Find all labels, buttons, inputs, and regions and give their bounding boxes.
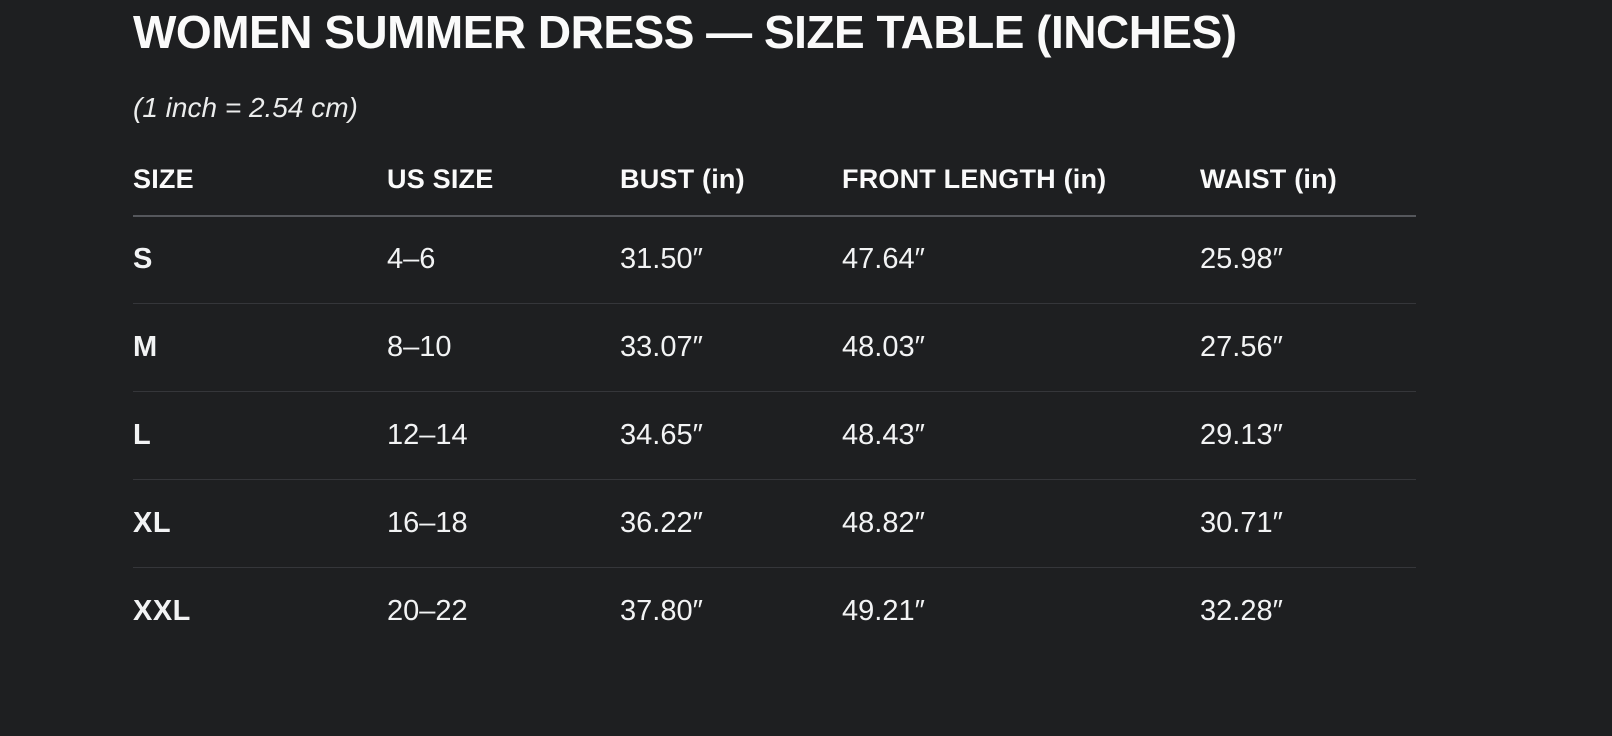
cell-bust: 37.80″ bbox=[620, 595, 703, 628]
cell-bust: 31.50″ bbox=[620, 215, 842, 305]
table-row: S 4–6 31.50″ 47.64″ 25.98″ bbox=[133, 215, 1416, 305]
cell-front-length: 48.82″ bbox=[842, 479, 1200, 569]
cell-us-size: 12–14 bbox=[387, 391, 620, 481]
col-header-front-length: FRONT LENGTH (in) bbox=[842, 149, 1200, 217]
table-row: M 8–10 33.07″ 48.03″ 27.56″ bbox=[133, 303, 1416, 393]
cell-front-length: 48.03″ bbox=[842, 303, 1200, 393]
cell-us-size: 4–6 bbox=[387, 215, 620, 305]
table-row: XL 16–18 36.22″ 48.82″ 30.71″ bbox=[133, 479, 1416, 569]
size-table: SIZE US SIZE BUST (in) FRONT LENGTH (in)… bbox=[133, 149, 1416, 656]
conversion-note: (1 inch = 2.54 cm) bbox=[133, 91, 358, 123]
size-table-body: S 4–6 31.50″ 47.64″ 25.98″ M 8–10 33.07″… bbox=[133, 215, 1416, 656]
cell-bust: 36.22″ bbox=[620, 479, 842, 569]
col-header-us-size: US SIZE bbox=[387, 149, 620, 217]
cell-size: L bbox=[133, 391, 387, 481]
cell-front-length: 48.43″ bbox=[842, 391, 1200, 481]
cell-size: M bbox=[133, 303, 387, 393]
col-header-waist: WAIST (in) bbox=[1200, 149, 1416, 217]
cell-us-size: 20–22 bbox=[387, 595, 468, 628]
size-chart-page: WOMEN SUMMER DRESS — SIZE TABLE (INCHES)… bbox=[133, 6, 1416, 656]
header-row: SIZE US SIZE BUST (in) FRONT LENGTH (in)… bbox=[133, 149, 1416, 217]
table-row: L 12–14 34.65″ 48.43″ 29.13″ bbox=[133, 391, 1416, 481]
cell-waist: 29.13″ bbox=[1200, 391, 1416, 481]
cell-size: XL bbox=[133, 479, 387, 569]
col-header-bust: BUST (in) bbox=[620, 149, 842, 217]
cell-size: S bbox=[133, 215, 387, 305]
cell-waist: 30.71″ bbox=[1200, 479, 1416, 569]
size-table-header: SIZE US SIZE BUST (in) FRONT LENGTH (in)… bbox=[133, 149, 1416, 217]
cell-bust: 34.65″ bbox=[620, 391, 842, 481]
table-row: XXL 20–22 37.80″ 49.21″ 32.28″ bbox=[133, 568, 1416, 656]
cell-us-size: 8–10 bbox=[387, 303, 620, 393]
cell-us-size: 16–18 bbox=[387, 479, 620, 569]
page-title: WOMEN SUMMER DRESS — SIZE TABLE (INCHES) bbox=[133, 6, 1237, 58]
cell-front-length: 47.64″ bbox=[842, 215, 1200, 305]
cell-waist: 32.28″ bbox=[1200, 595, 1283, 628]
col-header-size: SIZE bbox=[133, 149, 387, 217]
cell-bust: 33.07″ bbox=[620, 303, 842, 393]
cell-front-length: 49.21″ bbox=[842, 595, 925, 628]
cell-size: XXL bbox=[133, 595, 191, 628]
cell-waist: 25.98″ bbox=[1200, 215, 1416, 305]
cell-waist: 27.56″ bbox=[1200, 303, 1416, 393]
